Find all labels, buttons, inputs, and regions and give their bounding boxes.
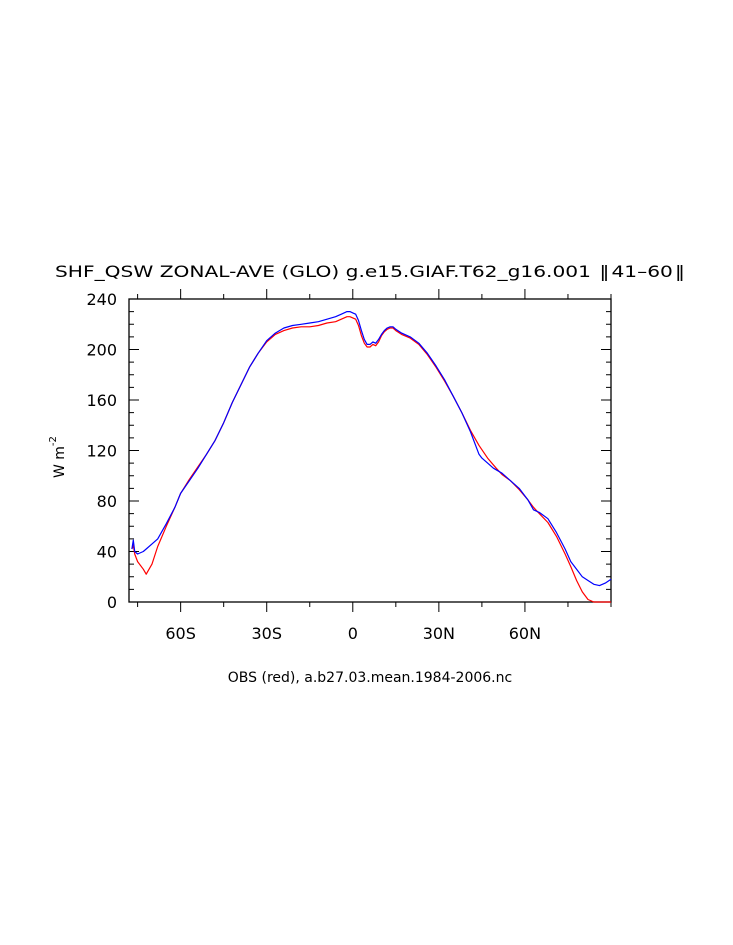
y-tick-label: 240 [86,290,117,309]
y-axis-label-exponent: -2 [48,436,59,446]
series-lines [131,311,612,603]
x-tick-label: 0 [348,624,358,643]
y-tick-label: 0 [107,593,117,612]
y-axis-label: W m-2 [48,436,68,478]
x-tick-label: 30N [423,624,455,643]
x-tick-label: 60N [509,624,541,643]
y-tick-label: 80 [97,492,117,511]
y-tick-label: 200 [86,341,117,360]
y-tick-label: 40 [97,543,117,562]
y-tick-labels: 0 40 80 120 160 200 240 [86,290,117,612]
x-tick-labels: 60S 30S 0 30N 60N [165,624,541,643]
x-tick-label: 60S [165,624,196,643]
axis-ticks [129,289,612,612]
series-line [131,311,612,587]
x-tick-label: 30S [251,624,282,643]
y-axis-label-units: W m [52,446,68,478]
chart-title: SHF_QSW ZONAL-AVE (GLO) g.e15.GIAF.T62_g… [55,262,685,282]
x-axis-label: OBS (red), a.b27.03.mean.1984-2006.nc [228,670,512,686]
y-tick-label: 120 [86,442,117,461]
y-tick-label: 160 [86,391,117,410]
